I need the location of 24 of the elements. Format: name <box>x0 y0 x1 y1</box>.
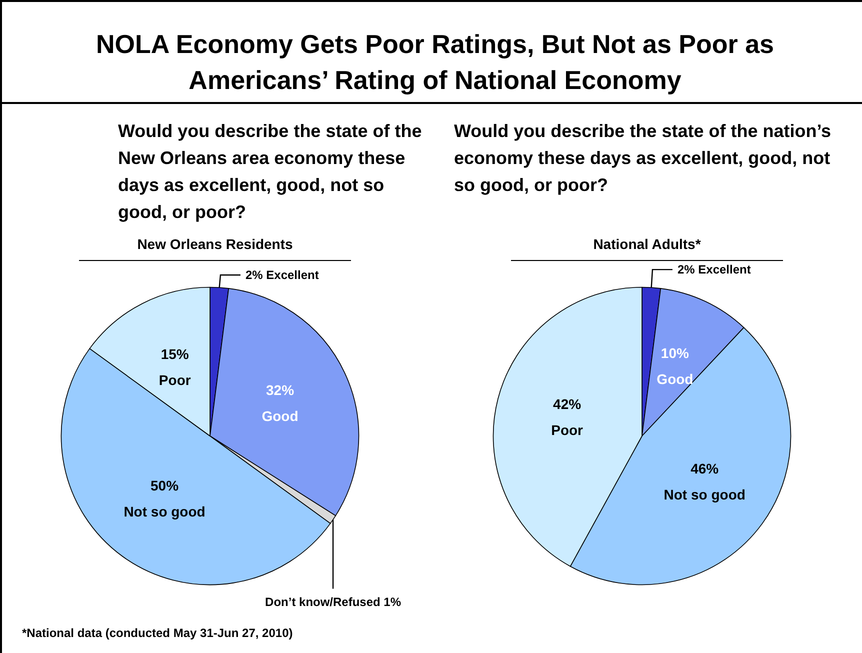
data-label: 1% <box>384 594 402 609</box>
slice-label: Not so good <box>664 486 746 502</box>
slice-label: Don’t know/Refused <box>265 594 380 609</box>
data-label: 2% <box>245 268 264 282</box>
data-label: 42% <box>553 396 582 412</box>
slice-label: Good <box>262 408 298 424</box>
text: NOLA Economy Gets Poor Ratings, But Not as Poor as Americans’ Rating of National Economy <box>94 28 776 97</box>
chart-title: National Adults* <box>511 236 783 261</box>
data-label: 2% <box>677 262 696 277</box>
slice-label: Not so good <box>124 504 206 520</box>
data-label: 46% <box>690 460 720 476</box>
data-label: 10% <box>660 344 690 361</box>
text: *National data (conducted May 31-Jun 27, 2010) <box>22 626 293 640</box>
chart-subtitle: Would you describe the state of the nation’s economy these days as excellent, good, not so good, or poor? <box>454 120 832 197</box>
slice-label: Excellent <box>698 262 751 277</box>
slice-label: Poor <box>551 422 584 438</box>
slice-label: Excellent <box>266 268 319 282</box>
data-label: 15% <box>160 346 190 362</box>
data-label: 50% <box>150 478 180 494</box>
slice-label: Good <box>656 370 694 387</box>
data-label: 32% <box>266 382 295 398</box>
slice-label: Poor <box>158 372 192 388</box>
chart-title: New Orleans Residents <box>79 236 351 261</box>
chart-subtitle: Would you describe the state of the New Orleans area economy these days as excellent, good, not so good, or poor? <box>118 120 423 224</box>
